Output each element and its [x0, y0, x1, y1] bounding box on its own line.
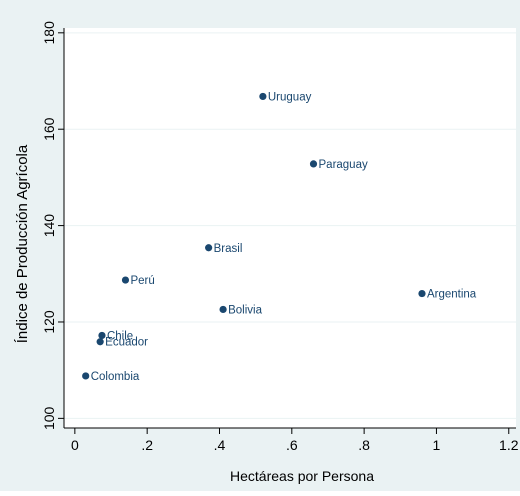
- point-marker: [418, 289, 426, 298]
- point-marker: [98, 331, 106, 340]
- point-marker: [219, 305, 227, 314]
- y-axis-ticks: 100 120 140 160 180: [41, 21, 64, 430]
- x-tick-label: .2: [141, 437, 153, 453]
- point-label: Chile: [107, 330, 133, 342]
- x-tick-label: 1.2: [499, 437, 519, 453]
- x-tick-label: 1: [433, 437, 441, 453]
- x-tick-label: .6: [286, 437, 298, 453]
- x-tick-label: .4: [214, 437, 226, 453]
- point-label: Perú: [130, 275, 154, 287]
- data-point: Perú: [121, 275, 155, 287]
- point-label: Ecuador: [105, 337, 148, 349]
- y-axis-title: Índice de Producción Agrícola: [14, 144, 31, 343]
- gridlines: [64, 32, 516, 419]
- data-point: Paraguay: [309, 159, 368, 171]
- point-marker: [96, 338, 104, 346]
- x-tick-label: 0: [71, 437, 79, 453]
- y-tick-label: 100: [41, 406, 57, 430]
- y-tick-label: 180: [41, 21, 57, 45]
- point-label: Paraguay: [319, 159, 368, 171]
- point-label: Argentina: [427, 289, 477, 301]
- point-label: Colombia: [91, 371, 140, 383]
- data-points: Uruguay Paraguay Brasil Perú Argentina Bolivi…: [82, 91, 477, 383]
- point-label: Uruguay: [268, 91, 312, 103]
- data-point: Ecuador: [96, 337, 148, 349]
- x-axis-title: Hectáreas por Persona: [230, 468, 374, 484]
- y-tick-label: 140: [41, 214, 57, 238]
- point-label: Brasil: [214, 243, 243, 255]
- point-marker: [205, 244, 213, 252]
- y-tick-label: 120: [41, 310, 57, 334]
- x-axis-ticks: 0 .2 .4 .6 .8 1 1.2: [71, 428, 519, 453]
- plot-area: [64, 28, 516, 428]
- data-point: Chile: [98, 330, 133, 342]
- point-marker: [309, 160, 318, 168]
- data-point: Uruguay: [259, 91, 312, 103]
- data-point: Bolivia: [219, 304, 263, 316]
- point-marker: [121, 276, 130, 284]
- point-label: Bolivia: [228, 304, 262, 316]
- x-tick-label: .8: [358, 437, 370, 453]
- data-point: Brasil: [205, 243, 242, 255]
- point-marker: [259, 92, 267, 101]
- y-tick-label: 160: [41, 117, 57, 141]
- data-point: Argentina: [418, 289, 477, 301]
- data-point: Colombia: [82, 371, 140, 383]
- point-marker: [82, 372, 90, 380]
